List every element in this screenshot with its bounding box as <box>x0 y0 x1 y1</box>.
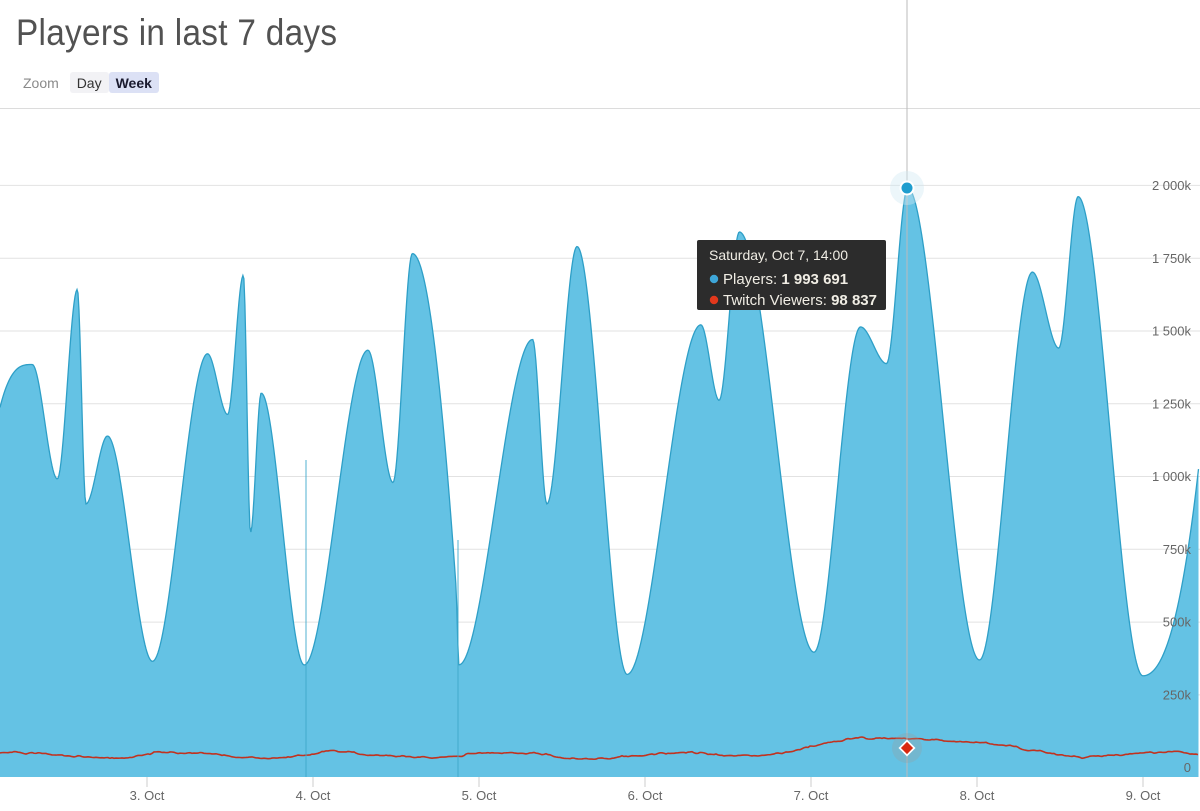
svg-text:1 750k: 1 750k <box>1152 251 1192 266</box>
svg-text:750k: 750k <box>1163 542 1192 557</box>
svg-text:Saturday, Oct 7, 14:00: Saturday, Oct 7, 14:00 <box>709 247 848 263</box>
svg-text:500k: 500k <box>1163 615 1192 630</box>
svg-text:5. Oct: 5. Oct <box>462 788 497 803</box>
svg-text:1 000k: 1 000k <box>1152 469 1192 484</box>
svg-text:3. Oct: 3. Oct <box>130 788 165 803</box>
svg-text:250k: 250k <box>1163 688 1192 703</box>
svg-text:7. Oct: 7. Oct <box>794 788 829 803</box>
svg-text:Players: 1 993 691: Players: 1 993 691 <box>723 271 848 288</box>
svg-text:8. Oct: 8. Oct <box>960 788 995 803</box>
svg-text:4. Oct: 4. Oct <box>296 788 331 803</box>
svg-text:Twitch Viewers: 98 837: Twitch Viewers: 98 837 <box>723 292 877 309</box>
svg-text:0: 0 <box>1184 760 1191 775</box>
svg-text:9. Oct: 9. Oct <box>1126 788 1161 803</box>
svg-text:1 250k: 1 250k <box>1152 397 1192 412</box>
svg-text:2 000k: 2 000k <box>1152 178 1192 193</box>
svg-text:6. Oct: 6. Oct <box>628 788 663 803</box>
svg-text:1 500k: 1 500k <box>1152 324 1192 339</box>
